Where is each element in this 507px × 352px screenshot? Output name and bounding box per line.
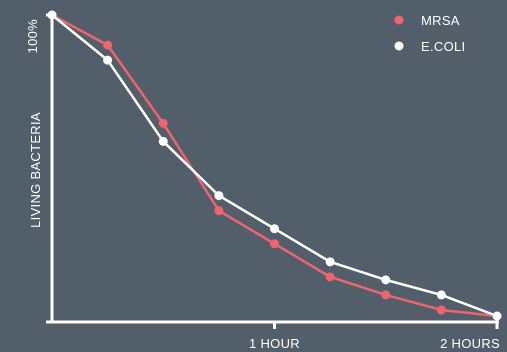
data-point [270,224,279,234]
data-point [325,272,335,282]
chart-labels: LIVING BACTERIA [28,112,43,228]
legend-label: MRSA [421,13,460,28]
data-point [325,257,335,267]
series-line [51,13,498,318]
x-tick-label: 1 HOUR [249,336,300,351]
data-point [103,40,113,50]
data-point [214,191,224,201]
chart-series [47,10,502,321]
data-point [47,10,57,20]
data-point [214,206,224,216]
data-point [381,290,391,300]
y-tick-label: 100% [25,19,40,54]
data-point [436,290,446,300]
chart-legend: MRSA E.COLI [394,13,465,54]
legend-label: E.COLI [421,39,465,54]
data-point [158,136,168,146]
data-point [381,275,391,285]
data-point [492,311,502,321]
data-point [158,118,168,128]
chart-axes: 100% 1 HOUR 2 HOURS [25,12,500,351]
data-point [436,305,446,315]
legend-marker [394,15,404,25]
data-point [103,55,113,65]
x-tick-label: 2 HOURS [440,336,500,351]
legend-marker [394,41,404,51]
data-point [270,239,279,249]
y-axis-label: LIVING BACTERIA [28,112,43,228]
